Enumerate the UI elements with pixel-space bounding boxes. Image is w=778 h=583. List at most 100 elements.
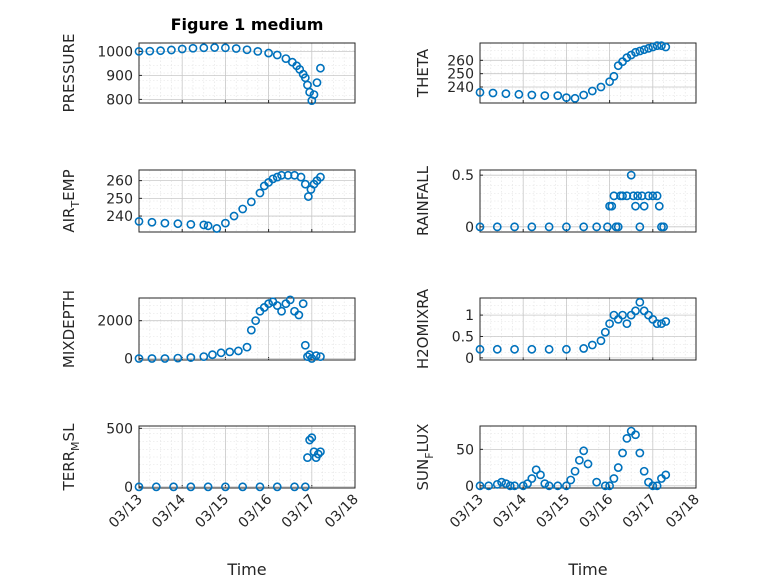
data-point [311,351,321,361]
data-point [587,340,597,350]
data-point [186,482,196,492]
data-point [229,211,239,221]
data-point [596,336,606,346]
y-axis-label: AIRTEMP [60,169,82,232]
subplot-5: 0 2000 MIXDEPTH [60,290,356,368]
data-point [648,481,658,491]
data-point [316,352,325,361]
data-point [626,170,636,180]
data-point [475,481,485,491]
data-point [553,481,563,491]
subplot-4: 0 0.5 RAINFALL [414,165,697,236]
data-point [313,449,323,459]
subplot-7: 0 500 TERRMSL 03/13 03/14 03/15 03/16 03/17 03/1… [60,421,362,579]
y-tick-label: 2000 [97,314,133,330]
y-tick-label: 250 [447,67,474,83]
data-point [312,78,322,87]
y-axis-label-subscript: M [69,441,82,451]
data-point [199,352,209,361]
data-point [562,222,571,232]
data-point [220,218,230,228]
data-point [307,433,317,443]
data-point [654,201,664,211]
data-point [238,204,248,214]
data-point [639,466,649,476]
data-point [628,191,638,201]
data-point [622,319,632,329]
x-tick-label: 03/13 [447,492,487,532]
data-point [203,221,213,231]
data-point [596,82,606,92]
y-tick-label: 240 [447,80,474,96]
data-point [177,44,187,54]
y-tick-label: 260 [447,53,474,69]
y-tick-label: 900 [106,68,133,84]
data-point [294,310,304,320]
data-point [316,447,325,457]
data-point [540,91,550,101]
data-point [151,482,161,492]
data-point [527,90,537,100]
y-tick-label: 0 [465,220,474,236]
x-tick-label: 03/17 [620,492,660,532]
data-point [134,216,144,226]
data-point [186,219,196,229]
y-axis-label-main: PRESSURE [60,34,78,113]
data-point [635,222,645,232]
data-point [661,42,671,52]
data-point [583,459,593,469]
subplot-8: 0 50 SUNFLUX 03/13 03/14 03/15 03/16 03/17 03/18… [414,424,703,579]
data-point [659,222,668,232]
y-axis-label-main: H2OMIXRA [414,288,432,369]
y-tick-label: 0 [124,351,133,367]
data-point [255,188,265,198]
data-point [216,348,226,358]
data-point [492,222,502,232]
y-tick-label: 0 [465,351,474,367]
data-point [475,344,485,354]
data-point [639,45,649,55]
axes-frame [479,42,697,104]
y-tick-label: 1000 [97,44,133,60]
data-point [309,90,319,99]
data-point [272,172,282,182]
data-point [305,435,315,445]
axes-frame [138,169,356,233]
y-axis-label-subscript: F [423,452,436,458]
data-point [527,474,537,483]
data-point [510,481,519,491]
y-tick-label: 260 [106,174,133,190]
x-tick-label: 03/13 [106,492,146,532]
data-point [514,89,524,99]
data-point [544,481,554,491]
y-tick-label: 0.5 [452,329,474,345]
data-point [166,45,176,55]
data-point [536,470,545,480]
data-point [579,90,589,100]
chart-title: Figure 1 medium [171,15,324,34]
y-axis-label: SUNFLUX [414,424,436,491]
data-point [147,354,157,363]
data-point [484,481,494,491]
data-point [501,479,511,489]
data-point [188,43,198,53]
data-point [208,350,217,360]
x-tick-label: 03/18 [663,492,703,532]
y-tick-label: 800 [106,92,133,108]
data-point [497,477,506,487]
data-point [544,344,554,354]
data-point [605,319,614,329]
data-point [281,54,291,63]
data-point [562,481,571,491]
data-point [661,317,671,326]
y-tick-label: 0 [465,479,474,495]
x-tick-label: 03/15 [192,492,232,532]
y-axis-label-main: RAINFALL [414,165,432,236]
data-point [527,222,537,232]
x-tick-label: 03/16 [236,491,276,531]
data-point [242,45,252,55]
data-point [635,448,645,458]
y-axis-label: TERRMSL [60,423,82,492]
data-point [272,482,282,492]
